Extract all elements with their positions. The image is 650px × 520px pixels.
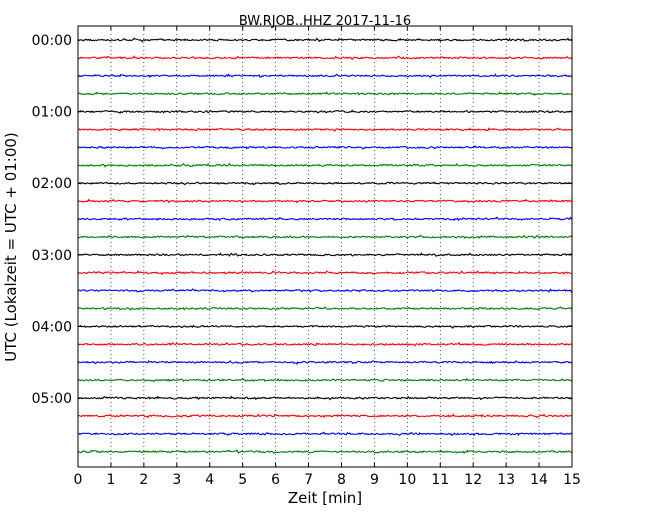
- trace-line: [77, 252, 573, 257]
- y-tick-label: 04:00: [32, 319, 72, 335]
- trace-line: [77, 306, 573, 311]
- trace-line: [77, 360, 573, 365]
- trace-line: [77, 216, 573, 222]
- x-tick-label: 8: [337, 472, 346, 488]
- trace-line: [77, 127, 573, 133]
- trace-line: [77, 288, 573, 293]
- trace-line: [77, 198, 573, 204]
- x-tick-label: 10: [398, 472, 416, 488]
- trace-line: [77, 145, 573, 150]
- trace-line: [77, 324, 573, 329]
- x-tick-label: 12: [464, 472, 482, 488]
- x-tick-label: 1: [106, 472, 115, 488]
- x-tick-label: 7: [304, 472, 313, 488]
- x-tick-label: 13: [497, 472, 515, 488]
- trace-line: [77, 181, 573, 186]
- x-tick-label: 6: [271, 472, 280, 488]
- trace-line: [77, 269, 573, 276]
- y-tick-label: 00:00: [32, 33, 72, 49]
- trace-line: [77, 234, 573, 240]
- x-axis-ticks: 0 1 2 3 4 5 6 7 8 9 10 11 12 13 14 15: [74, 26, 581, 488]
- x-axis-label: Zeit [min]: [288, 489, 362, 507]
- y-tick-label: 01:00: [32, 105, 72, 121]
- trace-line: [77, 413, 573, 419]
- trace-line: [77, 341, 573, 347]
- trace-line: [77, 37, 573, 43]
- trace-line: [77, 377, 573, 383]
- trace-line: [77, 73, 573, 79]
- x-tick-label: 2: [139, 472, 148, 488]
- y-axis-ticks: 00:00 01:00 02:00 03:00 04:00 05:00: [32, 33, 572, 407]
- trace-line: [77, 431, 573, 437]
- x-tick-label: 9: [370, 472, 379, 488]
- traces-group: [77, 37, 573, 455]
- trace-line: [77, 109, 573, 114]
- trace-line: [77, 91, 573, 97]
- y-tick-label: 02:00: [32, 176, 72, 192]
- y-tick-label: 03:00: [32, 248, 72, 264]
- x-tick-label: 5: [238, 472, 247, 488]
- trace-line: [77, 162, 573, 168]
- x-tick-label: 0: [74, 472, 83, 488]
- y-axis-label: UTC (Lokalzeit = UTC + 01:00): [2, 132, 20, 362]
- x-tick-label: 4: [205, 472, 214, 488]
- trace-line: [77, 55, 573, 61]
- x-tick-label: 15: [563, 472, 581, 488]
- x-tick-label: 14: [530, 472, 548, 488]
- y-tick-label: 05:00: [32, 391, 72, 407]
- chart-title: BW.RJOB..HHZ 2017-11-16: [239, 14, 411, 29]
- plot-frame: [77, 25, 573, 468]
- trace-line: [77, 395, 573, 401]
- x-tick-label: 3: [172, 472, 181, 488]
- grid-lines: [110, 26, 540, 467]
- x-tick-label: 11: [431, 472, 449, 488]
- trace-line: [77, 449, 573, 455]
